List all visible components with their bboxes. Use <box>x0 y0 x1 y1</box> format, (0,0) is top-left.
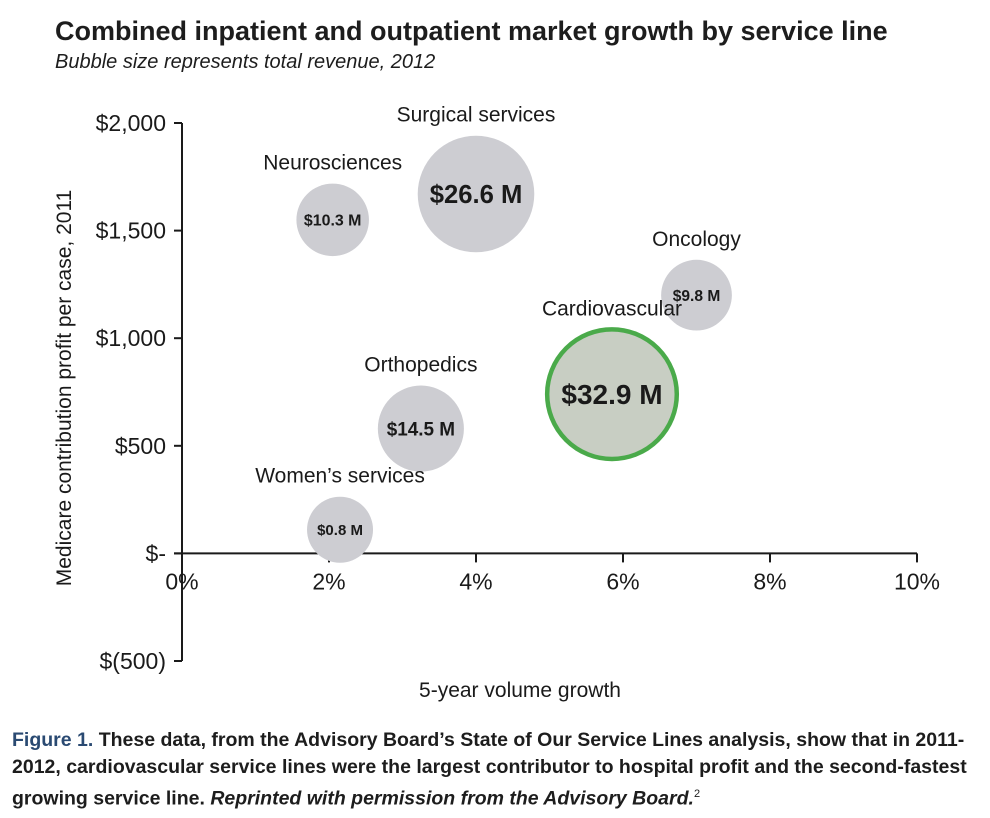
y-tick-label: $- <box>146 540 166 566</box>
figure-label: Figure 1. <box>12 729 94 751</box>
bubble <box>377 385 464 472</box>
bubble-value-label: $10.3 M <box>304 213 362 230</box>
chart-title: Combined inpatient and outpatient market… <box>55 16 888 46</box>
bubble-value-label: $32.9 M <box>561 379 662 410</box>
bubble <box>417 135 535 253</box>
figure-caption: Figure 1. These data, from the Advisory … <box>12 727 982 813</box>
x-tick-label: 2% <box>312 568 345 594</box>
bubble-category-label: Surgical services <box>397 104 556 127</box>
x-tick-label: 6% <box>606 568 639 594</box>
bubble-category-label: Women’s services <box>255 465 425 488</box>
bubble-category-label: Cardiovascular <box>542 297 682 320</box>
y-axis-title: Medicare contribution profit per case, 2… <box>53 190 76 587</box>
caption-reprint: Reprinted with permission from the Advis… <box>210 787 694 810</box>
y-tick-label: $(500) <box>100 648 166 674</box>
bubble-value-label: $14.5 M <box>387 419 455 440</box>
bubble <box>307 496 374 563</box>
y-tick-label: $500 <box>115 433 166 459</box>
bubble-category-label: Orthopedics <box>364 354 477 377</box>
x-tick-label: 8% <box>753 568 786 594</box>
x-tick-label: 4% <box>459 568 492 594</box>
y-tick-label: $2,000 <box>96 110 166 136</box>
x-axis-title: 5-year volume growth <box>419 679 621 702</box>
chart-subtitle: Bubble size represents total revenue, 20… <box>55 51 436 73</box>
bubble-value-label: $26.6 M <box>430 181 523 209</box>
x-tick-label: 10% <box>894 568 940 594</box>
y-tick-label: $1,500 <box>96 218 166 244</box>
bubble-value-label: $9.8 M <box>673 288 721 305</box>
bubble <box>661 259 732 331</box>
y-tick-label: $1,000 <box>96 325 166 351</box>
bubble-chart: $2,000 $1,500 $1,000 $500 $- $(500) 0% 2% 4% 6% 8%… <box>53 104 940 702</box>
bubble-value-label: $0.8 M <box>317 522 363 539</box>
x-tick-label: 0% <box>165 568 198 594</box>
bubble <box>296 183 369 257</box>
bubble-category-label: Oncology <box>652 228 741 251</box>
bubble-highlighted <box>544 327 680 462</box>
caption-text: These data, from the Advisory Board’s St… <box>12 729 967 810</box>
bubble-category-label: Neurosciences <box>263 152 402 175</box>
caption-footnote: 2 <box>693 788 701 800</box>
